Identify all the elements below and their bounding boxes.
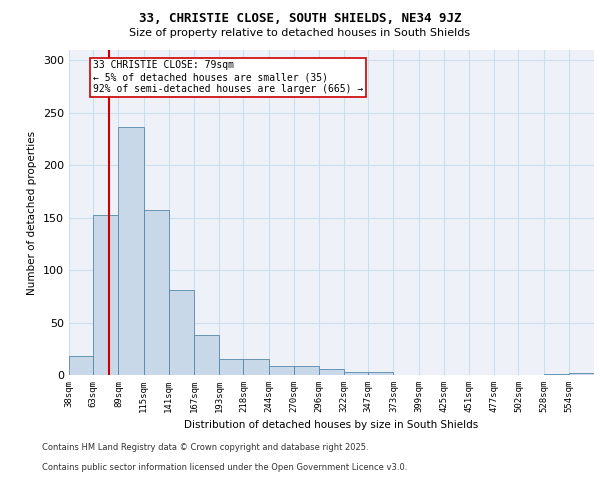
Bar: [143, 210, 169, 375]
Bar: [544, 374, 569, 375]
Text: Size of property relative to detached houses in South Shields: Size of property relative to detached ho…: [130, 28, 470, 38]
Bar: [194, 335, 219, 375]
Bar: [244, 360, 269, 375]
Bar: [344, 372, 368, 375]
Text: Contains public sector information licensed under the Open Government Licence v3: Contains public sector information licen…: [42, 462, 407, 471]
Bar: [319, 368, 344, 375]
Bar: [294, 366, 319, 375]
Bar: [219, 360, 244, 375]
Text: 33 CHRISTIE CLOSE: 79sqm
← 5% of detached houses are smaller (35)
92% of semi-de: 33 CHRISTIE CLOSE: 79sqm ← 5% of detache…: [93, 60, 364, 94]
Bar: [368, 372, 394, 375]
Bar: [93, 214, 118, 375]
X-axis label: Distribution of detached houses by size in South Shields: Distribution of detached houses by size …: [184, 420, 479, 430]
Text: Contains HM Land Registry data © Crown copyright and database right 2025.: Contains HM Land Registry data © Crown c…: [42, 442, 368, 452]
Bar: [569, 373, 594, 375]
Text: 33, CHRISTIE CLOSE, SOUTH SHIELDS, NE34 9JZ: 33, CHRISTIE CLOSE, SOUTH SHIELDS, NE34 …: [139, 12, 461, 26]
Bar: [118, 126, 143, 375]
Bar: [269, 366, 294, 375]
Y-axis label: Number of detached properties: Number of detached properties: [28, 130, 37, 294]
Bar: [69, 356, 93, 375]
Bar: [169, 290, 194, 375]
